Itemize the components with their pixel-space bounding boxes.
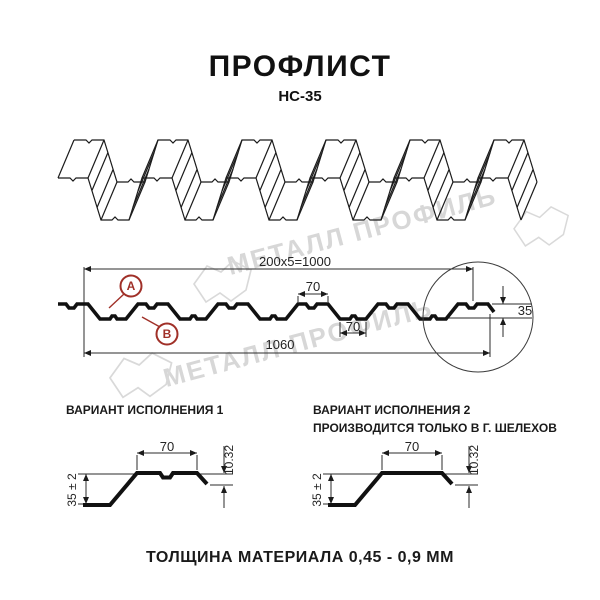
variant2-dim-height: 35 ± 2 xyxy=(310,473,324,507)
variant2-dim-flange: 70 xyxy=(404,439,420,454)
variant-drawings xyxy=(83,471,454,507)
callout-a-leader xyxy=(108,293,125,309)
variant2-subtitle: ПРОИЗВОДИТСЯ ТОЛЬКО В Г. ШЕЛЕХОВ xyxy=(313,421,557,435)
variant1-title: ВАРИАНТ ИСПОЛНЕНИЯ 1 xyxy=(66,403,224,417)
metal-profil-logo-icon xyxy=(513,206,570,247)
dim-overall-width-top: 200x5=1000 xyxy=(259,254,331,269)
dim-profile-height: 35 xyxy=(517,303,533,318)
variant1-dim-lip: 10.32 xyxy=(222,444,236,476)
variant1-dim-height: 35 ± 2 xyxy=(65,473,79,507)
profile-code: НС-35 xyxy=(278,88,322,105)
callout-b-leader xyxy=(141,316,161,328)
callout-b-label: В xyxy=(162,327,172,341)
dimension-lines xyxy=(78,267,532,508)
callout-a-label: А xyxy=(126,279,136,293)
dim-overall-width-bottom: 1060 xyxy=(265,337,295,352)
page-title: ПРОФЛИСТ xyxy=(208,50,392,83)
dim-rib-top: 70 xyxy=(305,279,321,294)
variant1-dim-flange: 70 xyxy=(159,439,175,454)
variant2-title: ВАРИАНТ ИСПОЛНЕНИЯ 2 xyxy=(313,403,471,417)
profile-3d-back-edge xyxy=(74,139,538,183)
material-thickness-note: ТОЛЩИНА МАТЕРИАЛА 0,45 - 0,9 ММ xyxy=(146,549,454,566)
variant2-profile xyxy=(328,471,454,507)
dimension-arrows xyxy=(83,266,506,504)
variant2-dim-lip: 10.32 xyxy=(467,444,481,476)
variant1-profile xyxy=(83,471,209,507)
dim-rib-bottom: 70 xyxy=(345,319,361,334)
